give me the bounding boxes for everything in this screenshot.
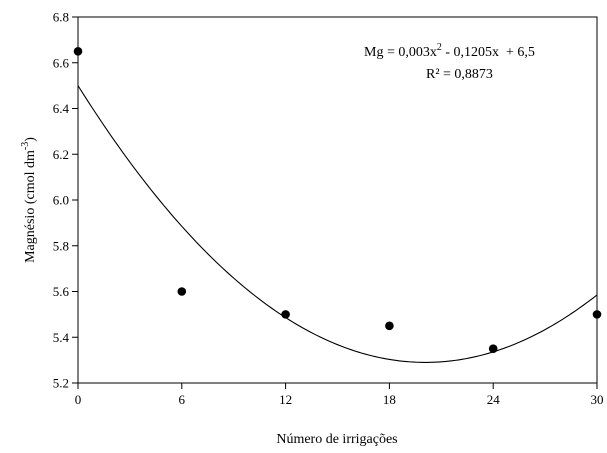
y-tick-label: 5.8	[53, 238, 69, 253]
y-tick-label: 5.6	[53, 284, 70, 299]
y-tick-label: 6.4	[53, 101, 70, 116]
x-tick-label: 18	[383, 392, 396, 407]
data-point	[385, 321, 394, 331]
data-point	[73, 47, 83, 56]
y-tick-label: 6.6	[53, 55, 70, 70]
x-tick-label: 30	[591, 392, 604, 407]
y-tick-label: 5.2	[53, 376, 69, 391]
regression-equation: Mg = 0,003x2 - 0,1205x + 6,5	[364, 42, 535, 60]
plot-frame	[77, 16, 598, 384]
y-tick-label: 5.4	[53, 330, 70, 345]
x-axis-title: Número de irrigações	[276, 432, 397, 447]
y-axis-title: Magnésio (cmol dm-3)	[20, 137, 38, 263]
y-tick-label: 6.2	[53, 147, 69, 162]
data-points	[73, 47, 602, 353]
x-tick-label: 24	[487, 392, 501, 407]
y-tick-label: 6.0	[53, 193, 69, 208]
y-tick-label: 6.8	[53, 10, 69, 25]
data-point	[281, 310, 290, 319]
r-squared-label: R² = 0,8873	[426, 67, 493, 82]
x-tick-label: 12	[279, 392, 292, 407]
data-point	[488, 344, 498, 353]
y-axis-ticks: 5.2 5.4 5.6 5.8 6.0 6.2 6.4 6.6 6.8	[53, 10, 78, 391]
x-tick-label: 6	[179, 392, 186, 407]
x-axis-ticks: 0 6 12 18 24 30	[75, 383, 604, 407]
data-point	[592, 310, 602, 319]
regression-curve	[77, 85, 598, 363]
x-tick-label: 0	[75, 392, 82, 407]
data-point	[177, 287, 187, 296]
